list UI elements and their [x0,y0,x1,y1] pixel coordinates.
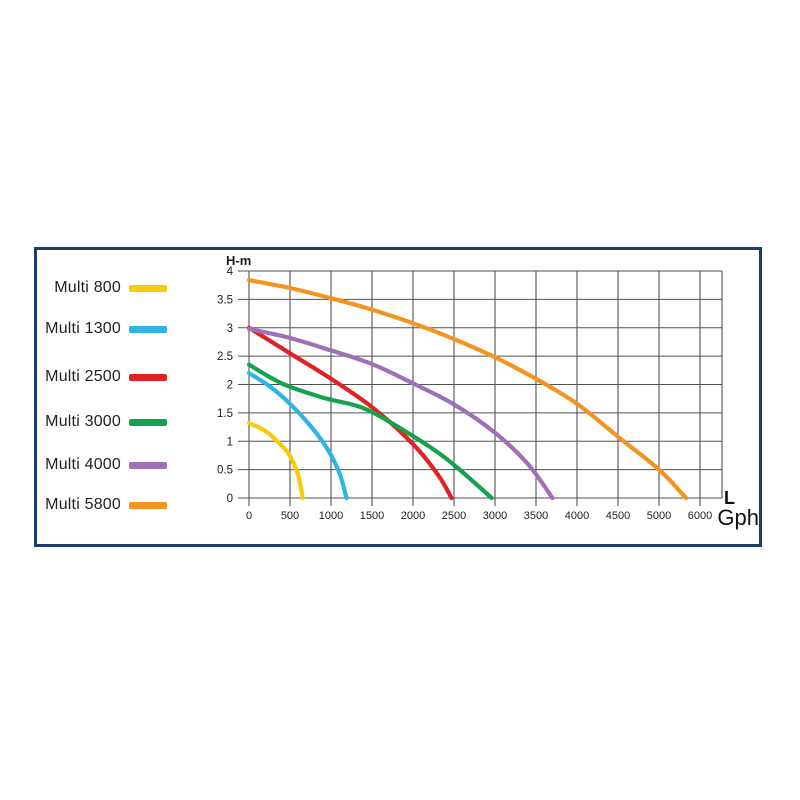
y-tick-label: 3 [227,323,233,335]
legend-label: Multi 2500 [45,368,121,385]
x-tick-label: 3000 [483,510,507,522]
legend-swatch [129,418,167,426]
x-axis-unit-label-gph: Gph [717,505,759,530]
legend-item: Multi 2500 [42,367,167,387]
y-tick-label: 1 [227,436,233,448]
y-tick-label: 4 [227,266,234,278]
series-curve [246,325,454,501]
legend-label: Multi 5800 [45,496,121,513]
legend-item: Multi 3000 [42,412,167,432]
legend-label: Multi 800 [54,279,121,296]
x-axis-unit-label-l: L [724,488,735,508]
legend-swatch [129,461,167,469]
pump-performance-panel: Multi 800 Multi 1300 Multi 2500 Multi 3000 M… [34,247,762,547]
x-tick-label: 1500 [360,510,384,522]
legend-item: Multi 800 [42,278,167,298]
x-tick-label: 500 [281,510,299,522]
pump-curves-chart: 0 500 1000 1500 2000 2500 3000 3500 4000 4500 5000… [217,266,723,522]
series-curve [246,421,305,501]
legend-swatch [129,284,167,292]
y-tick-label: 3.5 [217,294,233,306]
legend-swatch [129,325,167,333]
legend-label: Multi 3000 [45,413,121,430]
legend-label: Multi 1300 [45,320,121,337]
legend-item: Multi 5800 [42,495,167,515]
x-tick-label: 4000 [565,510,589,522]
y-tick-label: 0 [227,493,233,505]
x-tick-label: 6000 [688,510,712,522]
legend-item: Multi 1300 [42,319,167,339]
x-tick-label: 2000 [401,510,425,522]
series-curve [246,362,494,501]
legend-swatch [129,501,167,509]
legend-label: Multi 4000 [45,456,121,473]
legend: Multi 800 Multi 1300 Multi 2500 Multi 3000 M… [37,250,177,544]
x-tick-label: 2500 [442,510,466,522]
y-tick-label: 2 [227,380,233,392]
x-tick-label: 0 [246,510,252,522]
series-curve [246,371,349,501]
x-tick-label: 4500 [606,510,630,522]
y-axis-unit-label: H-m [226,253,252,268]
y-tick-label: 2.5 [217,351,233,363]
x-tick-label: 5000 [647,510,671,522]
y-tick-label: 0.5 [217,465,233,477]
x-tick-label: 1000 [319,510,343,522]
y-tick-label: 1.5 [217,408,233,420]
series-curve [246,326,555,501]
series-curve [246,278,689,501]
x-tick-label: 3500 [524,510,548,522]
legend-item: Multi 4000 [42,455,167,475]
legend-swatch [129,373,167,381]
